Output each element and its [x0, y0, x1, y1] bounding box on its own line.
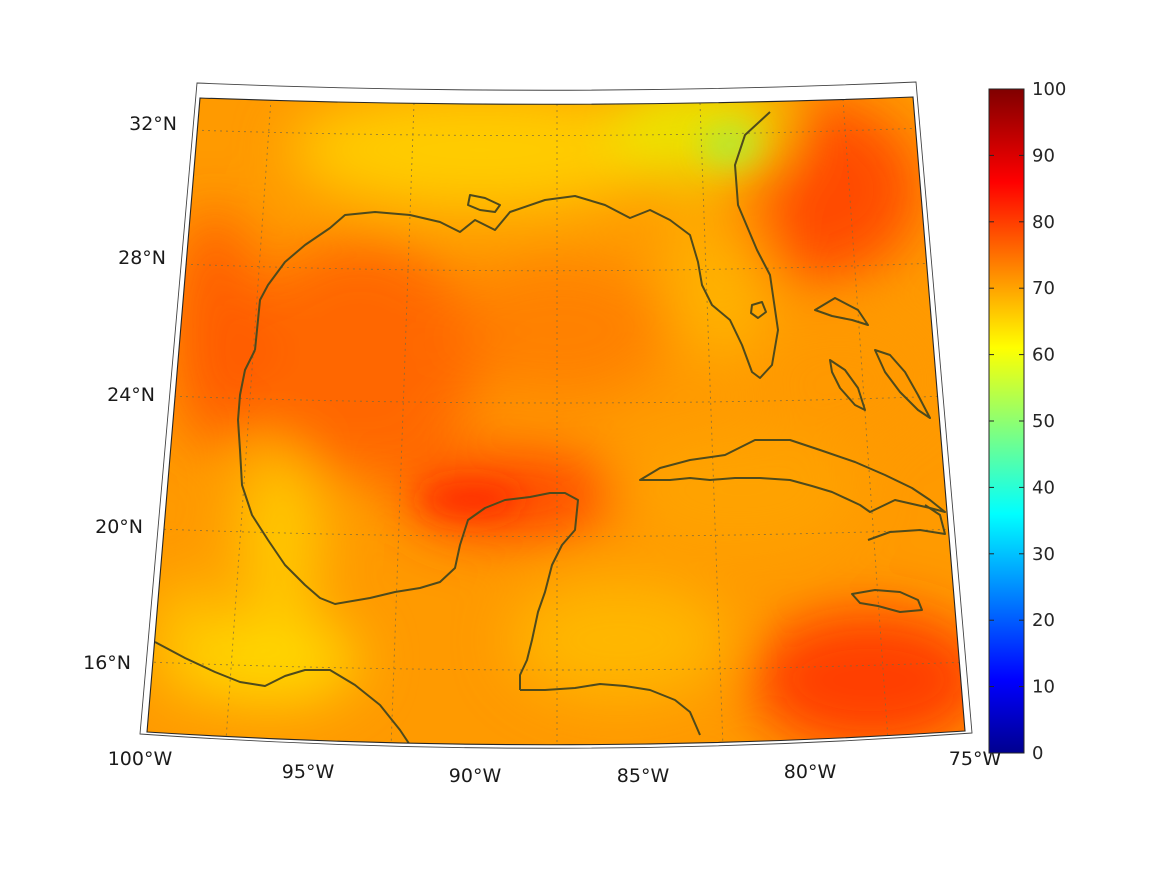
data-field — [147, 97, 965, 745]
colorbar-tick-label: 60 — [1032, 345, 1055, 366]
lon-label-100w: 100°W — [108, 748, 173, 770]
coastlines — [154, 111, 946, 745]
lon-label-75w: 75°W — [949, 748, 1002, 770]
lake-okeechobee — [750, 301, 767, 319]
graticule — [147, 98, 965, 745]
colorbar-tick-label: 10 — [1032, 677, 1055, 698]
colorbar-tick-label: 90 — [1032, 145, 1055, 166]
lat-label-32n: 32°N — [129, 113, 177, 135]
colorbar: 0 10 20 30 40 50 60 70 80 90 100 — [988, 79, 1066, 764]
colorbar-tick-label: 70 — [1032, 278, 1055, 299]
gulf-coast-north — [254, 111, 779, 379]
jamaica-island — [851, 589, 923, 613]
lat-label-16n: 16°N — [83, 652, 131, 674]
central-america-coast — [154, 641, 701, 745]
colorbar-tick-label: 80 — [1032, 212, 1055, 233]
colorbar-gradient — [988, 88, 1025, 754]
lat-label-28n: 28°N — [118, 247, 166, 269]
lat-label-24n: 24°N — [107, 384, 155, 406]
colorbar-tick-label: 30 — [1032, 544, 1055, 565]
colorbar-tick-label: 20 — [1032, 610, 1055, 631]
colorbar-labels: 0 10 20 30 40 50 60 70 80 90 100 — [1032, 79, 1066, 764]
colorbar-ticks — [989, 88, 1024, 754]
lon-label-80w: 80°W — [784, 761, 837, 783]
lat-label-20n: 20°N — [95, 516, 143, 538]
lon-label-90w: 90°W — [449, 765, 502, 787]
latitude-labels: 32°N 28°N 24°N 20°N 16°N — [83, 113, 177, 674]
mississippi-delta — [467, 194, 501, 213]
colorbar-tick-label: 50 — [1032, 411, 1055, 432]
gulf-coast-west — [237, 349, 579, 690]
hispaniola-island — [867, 504, 946, 541]
map-frame — [139, 81, 973, 749]
colorbar-tick-label: 0 — [1032, 743, 1043, 764]
bahamas-islands — [814, 297, 931, 419]
colorbar-tick-label: 100 — [1032, 79, 1066, 100]
lon-label-85w: 85°W — [617, 765, 670, 787]
lon-label-95w: 95°W — [282, 761, 335, 783]
colorbar-tick-label: 40 — [1032, 477, 1055, 498]
longitude-labels: 100°W 95°W 90°W 85°W 80°W 75°W — [108, 748, 1002, 787]
